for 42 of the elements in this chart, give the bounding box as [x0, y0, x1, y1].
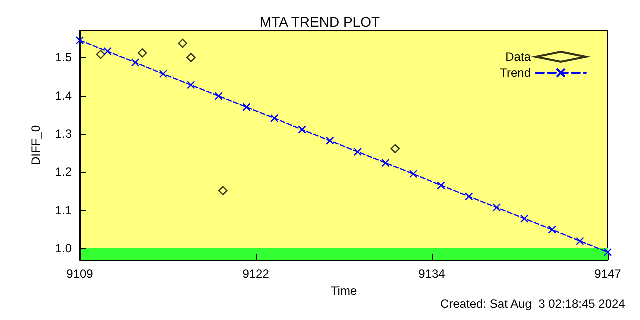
- legend-label: Data: [506, 50, 532, 64]
- point: [131, 58, 140, 67]
- point: [186, 53, 196, 62]
- point: [604, 248, 612, 256]
- point: [520, 214, 529, 223]
- point: [464, 192, 474, 201]
- y-tick-label: 1.3: [55, 127, 72, 142]
- y-tick-label: 1.1: [55, 203, 72, 218]
- point: [409, 170, 418, 178]
- y-tick-label: 1.0: [55, 242, 72, 256]
- point: [354, 148, 362, 156]
- point: [187, 81, 196, 90]
- x-tick-label: 9147: [594, 267, 622, 281]
- point: [218, 186, 228, 196]
- point: [242, 103, 251, 112]
- point: [138, 48, 148, 58]
- y-tick-label: 1.5: [55, 50, 72, 65]
- y-tick-label: 1.4: [55, 88, 72, 103]
- point: [326, 136, 334, 146]
- point: [96, 50, 106, 60]
- point: [382, 158, 390, 168]
- point: [298, 126, 306, 134]
- point: [390, 144, 400, 154]
- text: Created: Sat Aug 3 02:18:45 2024: [440, 297, 626, 311]
- x-tick-label: 9134: [418, 267, 446, 281]
- y-tick-label: 1.2: [55, 165, 72, 180]
- point: [576, 237, 584, 246]
- chart-title: MTA TREND PLOT: [260, 14, 380, 30]
- x-axis-title: Time: [330, 284, 358, 298]
- point: [548, 226, 557, 234]
- x-tick-label: 9109: [66, 267, 94, 281]
- point: [159, 70, 168, 78]
- y-axis-title: DIFF_0: [29, 125, 43, 166]
- point: [76, 36, 84, 45]
- point: [437, 181, 446, 190]
- point: [492, 204, 501, 212]
- point: [270, 114, 279, 122]
- point: [214, 92, 224, 100]
- point: [104, 48, 112, 56]
- x-tick-label: 9122: [242, 267, 270, 281]
- point: [178, 38, 188, 48]
- legend-label: Trend: [500, 66, 531, 80]
